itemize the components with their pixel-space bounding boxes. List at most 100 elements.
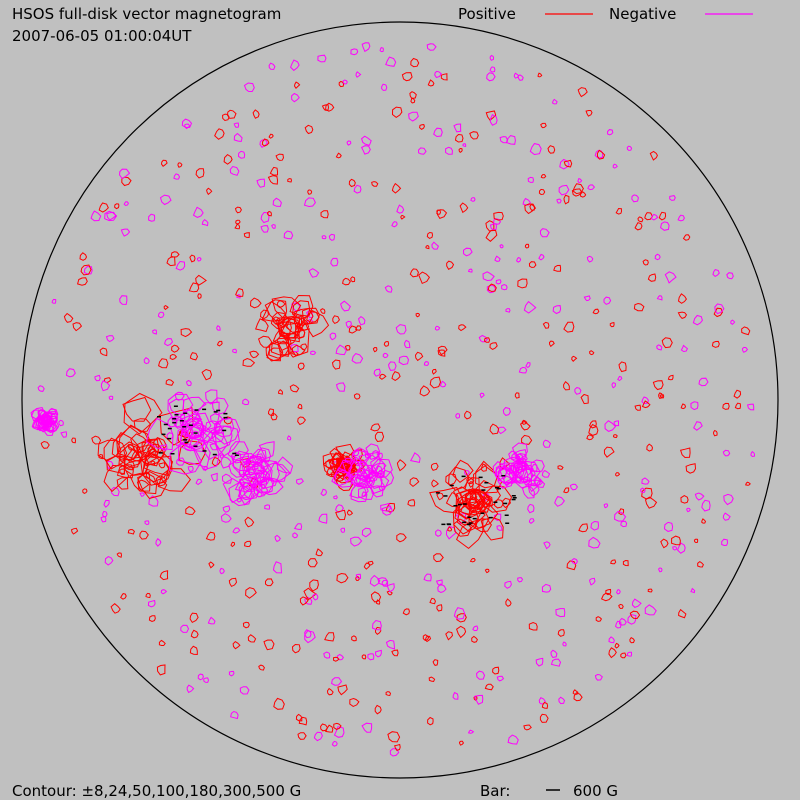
- contour: [233, 132, 243, 143]
- contour: [644, 496, 658, 509]
- contour: [342, 79, 348, 85]
- contour: [722, 402, 730, 410]
- contour: [479, 392, 485, 399]
- contour: [692, 314, 703, 326]
- contour: [320, 210, 329, 219]
- contour: [627, 613, 637, 625]
- contour: [334, 469, 354, 488]
- contour: [272, 329, 290, 345]
- contour: [157, 468, 192, 492]
- contour: [195, 274, 207, 286]
- contour: [555, 608, 566, 618]
- contour: [487, 283, 497, 292]
- contour: [429, 486, 464, 514]
- vector-bar: [158, 452, 163, 454]
- contour: [210, 472, 218, 482]
- contour: [72, 322, 83, 332]
- contour: [195, 478, 203, 486]
- contour: [379, 373, 387, 380]
- contour: [336, 459, 351, 473]
- contour: [658, 567, 663, 573]
- contour: [539, 713, 549, 723]
- contour: [516, 453, 524, 463]
- contour: [497, 467, 518, 484]
- contour: [340, 527, 346, 533]
- contour: [433, 127, 443, 138]
- contour: [486, 285, 497, 294]
- contour: [293, 307, 314, 326]
- contour: [530, 459, 545, 473]
- contour: [317, 54, 327, 63]
- contour: [432, 368, 437, 375]
- contour: [359, 468, 365, 475]
- contour: [98, 453, 104, 460]
- contour: [331, 740, 338, 747]
- contour: [485, 229, 498, 242]
- contour: [585, 110, 593, 117]
- contour: [384, 285, 393, 293]
- contour: [139, 530, 149, 540]
- contour: [358, 451, 381, 476]
- contour: [80, 264, 92, 276]
- contour: [436, 604, 443, 612]
- contour: [171, 344, 180, 353]
- vector-bar: [179, 420, 184, 422]
- contour: [524, 243, 530, 249]
- contour: [514, 460, 541, 483]
- contour: [367, 653, 375, 661]
- contour: [618, 617, 627, 626]
- contour: [557, 465, 564, 470]
- contour: [267, 408, 274, 416]
- contour: [573, 692, 583, 702]
- vector-bar: [223, 416, 228, 419]
- contour: [123, 392, 163, 435]
- contour: [617, 375, 623, 382]
- contour: [519, 420, 531, 431]
- contour: [160, 589, 168, 595]
- contour: [163, 305, 169, 311]
- contour: [277, 340, 291, 356]
- contour: [230, 451, 242, 464]
- contour: [386, 583, 395, 593]
- contour: [155, 537, 162, 547]
- contour: [409, 268, 419, 278]
- vector-bar: [461, 475, 466, 478]
- contour: [745, 481, 751, 486]
- vector-bar: [511, 495, 516, 497]
- contour: [458, 740, 465, 746]
- contour: [701, 499, 711, 512]
- contour: [571, 558, 578, 565]
- contour: [116, 552, 123, 558]
- contour: [454, 133, 464, 143]
- contour: [245, 587, 257, 599]
- contour: [283, 230, 294, 240]
- contour: [610, 559, 617, 565]
- contour: [472, 625, 479, 632]
- vector-bar: [167, 437, 172, 440]
- contour: [373, 368, 381, 377]
- contour: [144, 520, 150, 526]
- contour: [469, 496, 481, 507]
- contour: [276, 300, 286, 309]
- vector-bar: [170, 453, 175, 455]
- contour: [587, 184, 596, 191]
- contour: [634, 222, 643, 231]
- contour: [261, 138, 270, 147]
- contour: [391, 221, 398, 228]
- contour: [641, 400, 651, 409]
- contour: [220, 455, 232, 469]
- contour: [425, 245, 430, 250]
- contour: [244, 540, 252, 548]
- contour: [424, 635, 432, 643]
- contour: [577, 177, 583, 184]
- contour: [440, 73, 448, 81]
- contour: [58, 419, 64, 427]
- contour: [116, 425, 154, 463]
- contour: [711, 340, 720, 348]
- contour: [293, 523, 303, 531]
- contour: [659, 394, 665, 399]
- contour: [697, 560, 704, 568]
- contour: [351, 353, 364, 364]
- contour: [167, 393, 194, 422]
- vector-bar: [449, 484, 454, 487]
